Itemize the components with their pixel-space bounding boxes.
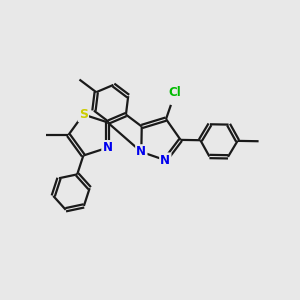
Text: N: N (136, 146, 146, 158)
Text: S: S (79, 108, 88, 121)
Text: Cl: Cl (169, 86, 182, 100)
Text: N: N (103, 141, 112, 154)
Text: N: N (160, 154, 170, 167)
